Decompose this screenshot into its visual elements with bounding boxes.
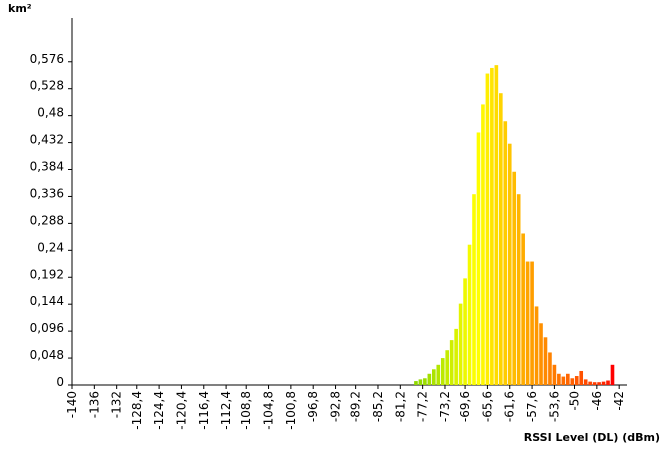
bar bbox=[566, 373, 570, 385]
y-tick-label: 0,576 bbox=[30, 52, 64, 66]
x-tick-label: -108,8 bbox=[239, 391, 253, 430]
y-tick-label: 0,336 bbox=[30, 186, 64, 200]
x-tick-label: -81,2 bbox=[393, 391, 407, 422]
bar bbox=[610, 364, 615, 385]
x-tick-label: -140 bbox=[65, 391, 79, 418]
bar bbox=[521, 233, 525, 385]
bar bbox=[494, 65, 499, 386]
x-tick-label: -46 bbox=[590, 391, 604, 411]
x-tick-label: -85,2 bbox=[371, 391, 385, 422]
bar bbox=[539, 323, 543, 385]
bar bbox=[525, 261, 530, 385]
y-tick-label: 0,432 bbox=[30, 133, 64, 147]
x-tick-label: -42 bbox=[612, 391, 626, 411]
bar bbox=[557, 373, 561, 385]
y-tick-label: 0,48 bbox=[37, 106, 64, 120]
bar bbox=[574, 376, 579, 385]
bar bbox=[427, 373, 432, 385]
bar bbox=[445, 350, 450, 385]
x-tick-label: -61,6 bbox=[503, 391, 517, 422]
y-tick-label: 0 bbox=[56, 375, 64, 389]
y-tick-label: 0,528 bbox=[30, 79, 64, 93]
y-tick-label: 0,048 bbox=[30, 348, 64, 362]
y-axis-label: km² bbox=[8, 2, 32, 15]
bar bbox=[440, 358, 445, 385]
x-tick-label: -128,4 bbox=[130, 391, 144, 430]
bar bbox=[516, 194, 521, 385]
bar bbox=[583, 379, 588, 385]
x-tick-label: -89,2 bbox=[349, 391, 363, 422]
bar bbox=[414, 381, 418, 385]
x-tick-label: -53,6 bbox=[547, 391, 561, 422]
y-tick-label: 0,144 bbox=[30, 294, 64, 308]
bar bbox=[449, 340, 454, 385]
bar bbox=[606, 380, 610, 385]
x-tick-label: -92,8 bbox=[329, 391, 343, 422]
y-tick-label: 0,288 bbox=[30, 213, 64, 227]
bar bbox=[530, 261, 534, 385]
bar bbox=[498, 93, 503, 386]
bar bbox=[561, 376, 566, 385]
bar bbox=[431, 369, 436, 385]
x-tick-label: -104,8 bbox=[262, 391, 276, 430]
bar bbox=[490, 67, 494, 386]
bar bbox=[472, 194, 476, 385]
bar bbox=[481, 104, 485, 386]
x-tick-label: -96,8 bbox=[306, 391, 320, 422]
x-tick-label: -132 bbox=[110, 391, 124, 418]
x-tick-label: -100,8 bbox=[284, 391, 298, 430]
bar bbox=[485, 73, 490, 385]
x-tick-label: -65,6 bbox=[480, 391, 494, 422]
x-tick-label: -50 bbox=[568, 391, 582, 411]
y-tick-label: 0,24 bbox=[37, 240, 64, 254]
bar bbox=[507, 143, 512, 385]
x-tick-label: -124,4 bbox=[152, 391, 166, 430]
bar bbox=[436, 364, 441, 385]
bar bbox=[476, 132, 481, 385]
bar bbox=[588, 381, 592, 385]
x-tick-label: -73,2 bbox=[438, 391, 452, 422]
bar bbox=[592, 382, 597, 385]
bar bbox=[597, 382, 601, 385]
bar bbox=[418, 379, 423, 385]
x-tick-label: -112,4 bbox=[219, 391, 233, 430]
bar bbox=[463, 278, 467, 385]
x-axis-label: RSSI Level (DL) (dBm) bbox=[524, 431, 660, 444]
bar bbox=[534, 306, 539, 385]
x-tick-label: -116,4 bbox=[197, 391, 211, 430]
x-tick-label: -120,4 bbox=[174, 391, 188, 430]
bar bbox=[503, 121, 508, 386]
y-tick-label: 0,384 bbox=[30, 160, 64, 174]
bar bbox=[512, 171, 517, 385]
bar bbox=[570, 378, 575, 385]
bar bbox=[601, 381, 606, 385]
bar bbox=[423, 378, 427, 385]
bar bbox=[467, 244, 472, 385]
x-tick-label: -77,2 bbox=[416, 391, 430, 422]
bar bbox=[458, 303, 463, 385]
x-tick-label: -136 bbox=[87, 391, 101, 418]
x-tick-label: -69,6 bbox=[458, 391, 472, 422]
y-tick-label: 0,192 bbox=[30, 267, 64, 281]
bar bbox=[543, 337, 548, 385]
bar bbox=[548, 352, 552, 385]
bar bbox=[552, 364, 557, 385]
x-tick-label: -57,6 bbox=[525, 391, 539, 422]
y-tick-label: 0,096 bbox=[30, 321, 64, 335]
bar bbox=[454, 328, 458, 385]
bar bbox=[579, 370, 584, 385]
